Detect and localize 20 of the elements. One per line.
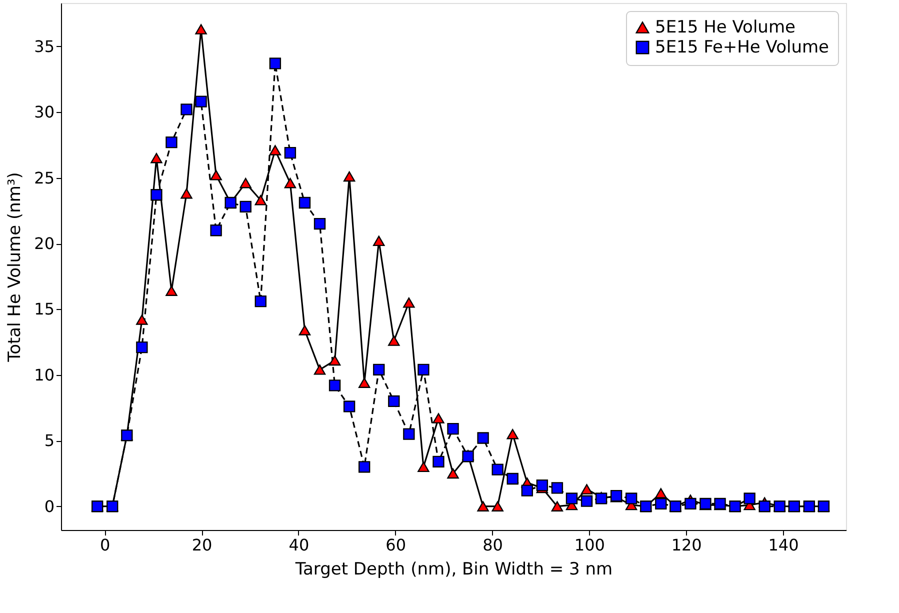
y-tick-label: 5 — [44, 431, 54, 450]
legend-label: 5E15 He Volume — [655, 18, 796, 38]
x-tick-label: 0 — [100, 536, 110, 554]
y-tick-label: 15 — [34, 300, 54, 319]
y-tick-label: 20 — [34, 234, 54, 253]
legend-label: 5E15 Fe+He Volume — [655, 38, 830, 58]
x-tick-label: 60 — [386, 536, 406, 554]
y-axis-title: Total He Volume (nm³) — [5, 172, 26, 363]
x-tick-label: 80 — [482, 536, 503, 554]
y-tick-label: 30 — [34, 102, 54, 122]
x-tick-label: 140 — [768, 536, 799, 554]
x-tick-label: 20 — [192, 536, 212, 554]
x-tick-label: 40 — [288, 536, 310, 554]
y-tick-label: 25 — [34, 168, 54, 188]
x-axis-title: Target Depth (nm), Bin Width = 3 nm — [294, 560, 613, 580]
y-tick-label: 35 — [34, 36, 54, 56]
x-tick-label: 100 — [574, 536, 605, 554]
y-tick-label: 10 — [34, 365, 54, 384]
x-tick-label: 120 — [671, 536, 702, 554]
y-tick-label: 0 — [44, 496, 54, 516]
